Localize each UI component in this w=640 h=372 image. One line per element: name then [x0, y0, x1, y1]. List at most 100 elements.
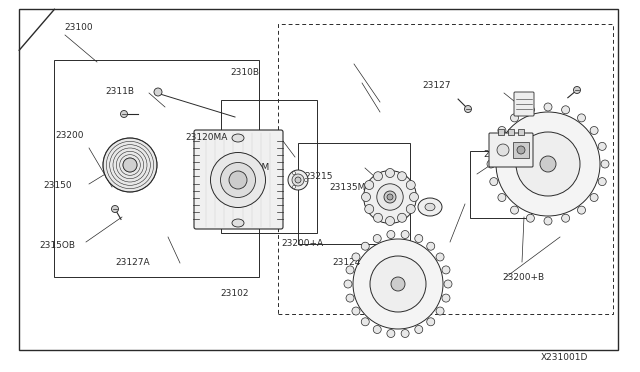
- Ellipse shape: [370, 256, 426, 312]
- Ellipse shape: [436, 253, 444, 261]
- Ellipse shape: [373, 326, 381, 333]
- Ellipse shape: [229, 171, 247, 189]
- Ellipse shape: [221, 163, 255, 198]
- Ellipse shape: [385, 169, 394, 177]
- Ellipse shape: [490, 177, 498, 186]
- Ellipse shape: [377, 184, 403, 210]
- Ellipse shape: [526, 106, 534, 114]
- Ellipse shape: [517, 146, 525, 154]
- Bar: [518, 129, 524, 135]
- Bar: [508, 129, 514, 135]
- Ellipse shape: [374, 213, 383, 222]
- Ellipse shape: [361, 242, 369, 250]
- Text: 23200+B: 23200+B: [502, 273, 545, 282]
- Ellipse shape: [442, 294, 450, 302]
- Bar: [298, 143, 410, 244]
- Ellipse shape: [111, 205, 118, 212]
- Ellipse shape: [496, 112, 600, 216]
- Ellipse shape: [498, 193, 506, 202]
- Ellipse shape: [436, 307, 444, 315]
- Ellipse shape: [373, 234, 381, 243]
- Ellipse shape: [385, 217, 394, 225]
- Text: 2311B: 2311B: [106, 87, 134, 96]
- Text: 23135M: 23135M: [330, 183, 366, 192]
- Ellipse shape: [361, 318, 369, 326]
- Ellipse shape: [425, 203, 435, 211]
- Ellipse shape: [344, 280, 352, 288]
- Text: 23100: 23100: [64, 23, 93, 32]
- Ellipse shape: [120, 110, 127, 118]
- Ellipse shape: [490, 142, 498, 150]
- Text: 23127: 23127: [422, 81, 451, 90]
- FancyBboxPatch shape: [489, 133, 533, 167]
- Ellipse shape: [406, 180, 415, 189]
- Ellipse shape: [397, 172, 406, 181]
- Ellipse shape: [598, 177, 606, 186]
- Ellipse shape: [465, 106, 472, 112]
- Text: 23102: 23102: [221, 289, 250, 298]
- Ellipse shape: [410, 192, 419, 202]
- FancyBboxPatch shape: [514, 92, 534, 116]
- Ellipse shape: [123, 158, 137, 172]
- Ellipse shape: [295, 177, 301, 183]
- Ellipse shape: [511, 206, 518, 214]
- Bar: [498, 129, 504, 135]
- Ellipse shape: [540, 156, 556, 172]
- Text: 23156: 23156: [483, 150, 512, 159]
- Ellipse shape: [365, 205, 374, 214]
- Ellipse shape: [397, 213, 406, 222]
- Ellipse shape: [387, 330, 395, 337]
- Ellipse shape: [103, 138, 157, 192]
- Ellipse shape: [353, 239, 443, 329]
- Text: 23200+A: 23200+A: [282, 239, 324, 248]
- Ellipse shape: [444, 280, 452, 288]
- Ellipse shape: [288, 170, 308, 190]
- Ellipse shape: [573, 87, 580, 93]
- Ellipse shape: [498, 126, 506, 135]
- Ellipse shape: [346, 266, 354, 274]
- Ellipse shape: [346, 294, 354, 302]
- Ellipse shape: [292, 185, 296, 189]
- Ellipse shape: [526, 214, 534, 222]
- Ellipse shape: [352, 307, 360, 315]
- Text: 2310B: 2310B: [230, 68, 259, 77]
- Ellipse shape: [364, 171, 417, 224]
- Ellipse shape: [497, 144, 509, 156]
- Text: 2315OB: 2315OB: [40, 241, 76, 250]
- Ellipse shape: [401, 330, 409, 337]
- Ellipse shape: [427, 318, 435, 326]
- Ellipse shape: [442, 266, 450, 274]
- Ellipse shape: [401, 231, 409, 238]
- Ellipse shape: [391, 277, 405, 291]
- Ellipse shape: [598, 142, 606, 150]
- Ellipse shape: [590, 193, 598, 202]
- Ellipse shape: [365, 180, 374, 189]
- Ellipse shape: [387, 194, 393, 200]
- Ellipse shape: [577, 206, 586, 214]
- Ellipse shape: [232, 134, 244, 142]
- Text: X231001D: X231001D: [541, 353, 588, 362]
- Text: 23127A: 23127A: [115, 258, 150, 267]
- Ellipse shape: [418, 198, 442, 216]
- Bar: [221, 100, 317, 232]
- Ellipse shape: [406, 205, 415, 214]
- Ellipse shape: [292, 171, 296, 174]
- Ellipse shape: [362, 192, 371, 202]
- Ellipse shape: [352, 253, 360, 261]
- Ellipse shape: [211, 153, 266, 208]
- Ellipse shape: [544, 103, 552, 111]
- Ellipse shape: [487, 160, 495, 168]
- Text: 23150: 23150: [44, 182, 72, 190]
- Ellipse shape: [562, 214, 570, 222]
- Ellipse shape: [427, 242, 435, 250]
- Bar: [470, 151, 531, 218]
- Text: 23200: 23200: [55, 131, 84, 140]
- Ellipse shape: [601, 160, 609, 168]
- Ellipse shape: [415, 326, 423, 333]
- Ellipse shape: [387, 231, 395, 238]
- Text: 23120M: 23120M: [234, 163, 270, 172]
- Ellipse shape: [562, 106, 570, 114]
- Ellipse shape: [511, 114, 518, 122]
- Ellipse shape: [516, 132, 580, 196]
- Ellipse shape: [374, 172, 383, 181]
